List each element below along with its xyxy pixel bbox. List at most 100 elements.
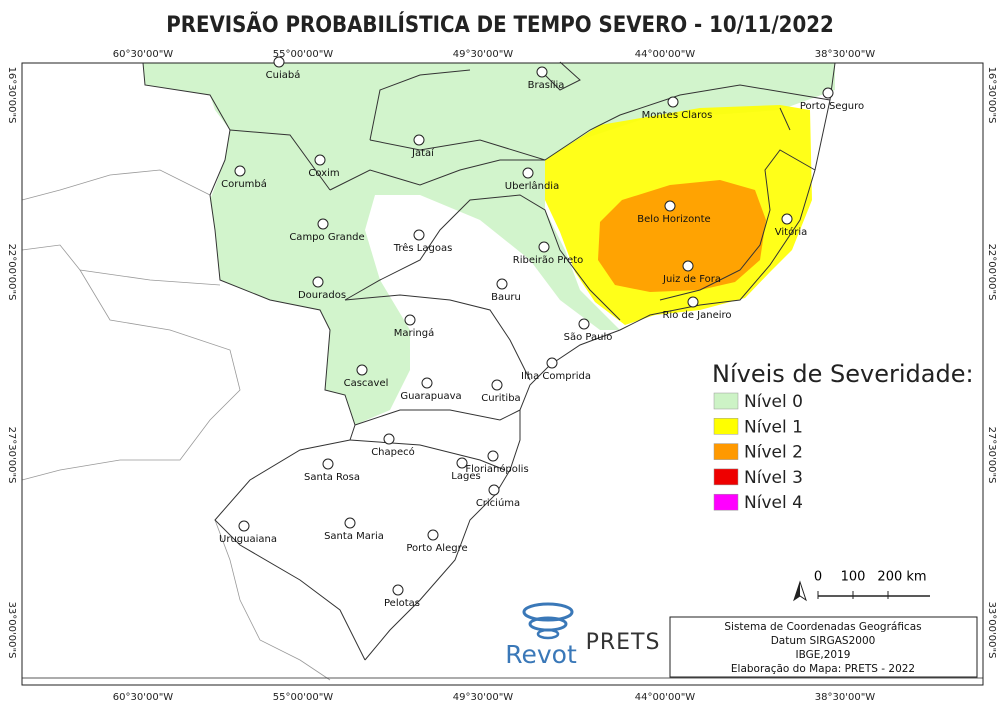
city-label: Maringá — [394, 327, 434, 339]
logo-swirl — [522, 602, 574, 622]
city-label: Cascavel — [344, 378, 389, 389]
longitude-label: 55°00'00"W — [273, 49, 334, 60]
latitude-label: 22°00'00"S — [986, 244, 997, 301]
longitude-label: 44°00'00"W — [635, 692, 696, 703]
info-line: Datum SIRGAS2000 — [771, 635, 876, 647]
border — [344, 294, 531, 381]
city-marker — [546, 357, 558, 369]
latitude-label: 33°00'00"S — [986, 602, 997, 659]
legend: Níveis de Severidade: Nível 0 Nível 1 Níve… — [700, 358, 974, 518]
legend-swatch — [713, 468, 739, 486]
border — [214, 519, 331, 681]
city-label: Criciúma — [476, 497, 520, 509]
neighbor-borders — [21, 169, 331, 681]
border — [142, 62, 231, 196]
info-box: Sistema de Coordenadas Geográficas Datum… — [669, 616, 978, 678]
city-label: Curitiba — [481, 393, 520, 404]
city-marker — [522, 167, 534, 179]
city-label: Jataí — [411, 147, 435, 159]
legend-label: Nível 0 — [744, 392, 803, 412]
legend-background — [700, 358, 972, 518]
city-label: Bauru — [491, 292, 521, 303]
border — [369, 69, 471, 141]
city-marker — [538, 241, 550, 253]
city-label: Santa Maria — [324, 531, 384, 542]
scale-bar: 0 100 200 km — [814, 570, 930, 599]
longitude-label: 44°00'00"W — [635, 49, 696, 60]
city-marker — [404, 314, 416, 326]
scale-label: 200 km — [877, 570, 926, 585]
city-marker — [578, 318, 590, 330]
city-marker — [682, 260, 694, 272]
city-label: Chapecó — [371, 446, 415, 458]
city-label: Guarapuava — [400, 391, 461, 402]
map-title: PREVISÃO PROBABILÍSTICA DE TEMPO SEVERO … — [166, 12, 834, 38]
border — [779, 107, 791, 131]
state-borders — [142, 61, 836, 661]
scale-label: 100 — [841, 570, 866, 585]
longitude-label: 60°30'00"W — [113, 692, 174, 703]
city-marker — [314, 154, 326, 166]
city-label: Florianópolis — [465, 463, 528, 475]
legend-label: Nível 3 — [744, 468, 803, 488]
latitude-label: 16°30'00"S — [6, 67, 17, 124]
longitude-label: 49°30'00"W — [453, 49, 514, 60]
city-marker — [487, 450, 499, 462]
city-label: Dourados — [298, 290, 346, 301]
legend-swatch — [713, 392, 739, 410]
arrow-half — [794, 582, 800, 600]
legend-swatch — [713, 493, 739, 511]
city-marker — [383, 433, 395, 445]
latitude-label: 33°00'00"S — [6, 602, 17, 659]
latitude-label: 22°00'00"S — [6, 244, 17, 301]
city-label: Ribeirão Preto — [513, 255, 583, 266]
city-marker — [356, 364, 368, 376]
border — [344, 194, 621, 321]
city-marker — [392, 584, 404, 596]
city-label: Ilha Comprida — [521, 371, 591, 382]
city-marker — [687, 296, 699, 308]
border — [209, 194, 356, 441]
longitude-label: 60°30'00"W — [113, 49, 174, 60]
map-frame — [21, 62, 984, 686]
city-label: Santa Rosa — [304, 472, 360, 483]
city-marker — [312, 276, 324, 288]
city-marker — [344, 517, 356, 529]
city-label: Juiz de Fora — [662, 274, 721, 285]
city-label: Belo Horizonte — [637, 214, 710, 225]
city-marker — [413, 134, 425, 146]
legend-title: Níveis de Severidade: — [712, 360, 974, 388]
info-line: Sistema de Coordenadas Geográficas — [724, 621, 921, 633]
city-label: Três Lagoas — [393, 242, 453, 254]
info-line: Elaboração do Mapa: PRETS - 2022 — [731, 663, 915, 675]
city-label: Coxim — [308, 168, 339, 179]
legend-swatch — [713, 418, 739, 435]
city-marker — [317, 218, 329, 230]
border — [329, 159, 545, 191]
city-label: Brasília — [528, 79, 565, 91]
city-marker — [491, 379, 503, 391]
city-label: Montes Claros — [642, 110, 713, 121]
revot-logo: Revot — [505, 602, 577, 669]
latitude-label: 27°30'00"S — [986, 427, 997, 484]
logo-swirl — [536, 628, 560, 640]
border — [214, 439, 366, 661]
city-marker — [273, 56, 285, 68]
border — [369, 84, 831, 161]
city-marker — [822, 87, 834, 99]
city-marker — [413, 229, 425, 241]
border — [539, 61, 581, 91]
info-line: IBGE,2019 — [796, 649, 851, 661]
city-marker — [427, 529, 439, 541]
city-label: Porto Seguro — [800, 101, 864, 112]
city-label: Pelotas — [384, 598, 420, 609]
info-frame — [669, 616, 978, 678]
city-label: Porto Alegre — [406, 543, 467, 554]
legend-label: Nível 2 — [744, 443, 803, 463]
legend-swatch — [713, 443, 739, 460]
city-label: Vitória — [775, 226, 807, 238]
north-arrow — [793, 580, 807, 602]
city-marker — [667, 96, 679, 108]
city-marker — [536, 66, 548, 78]
